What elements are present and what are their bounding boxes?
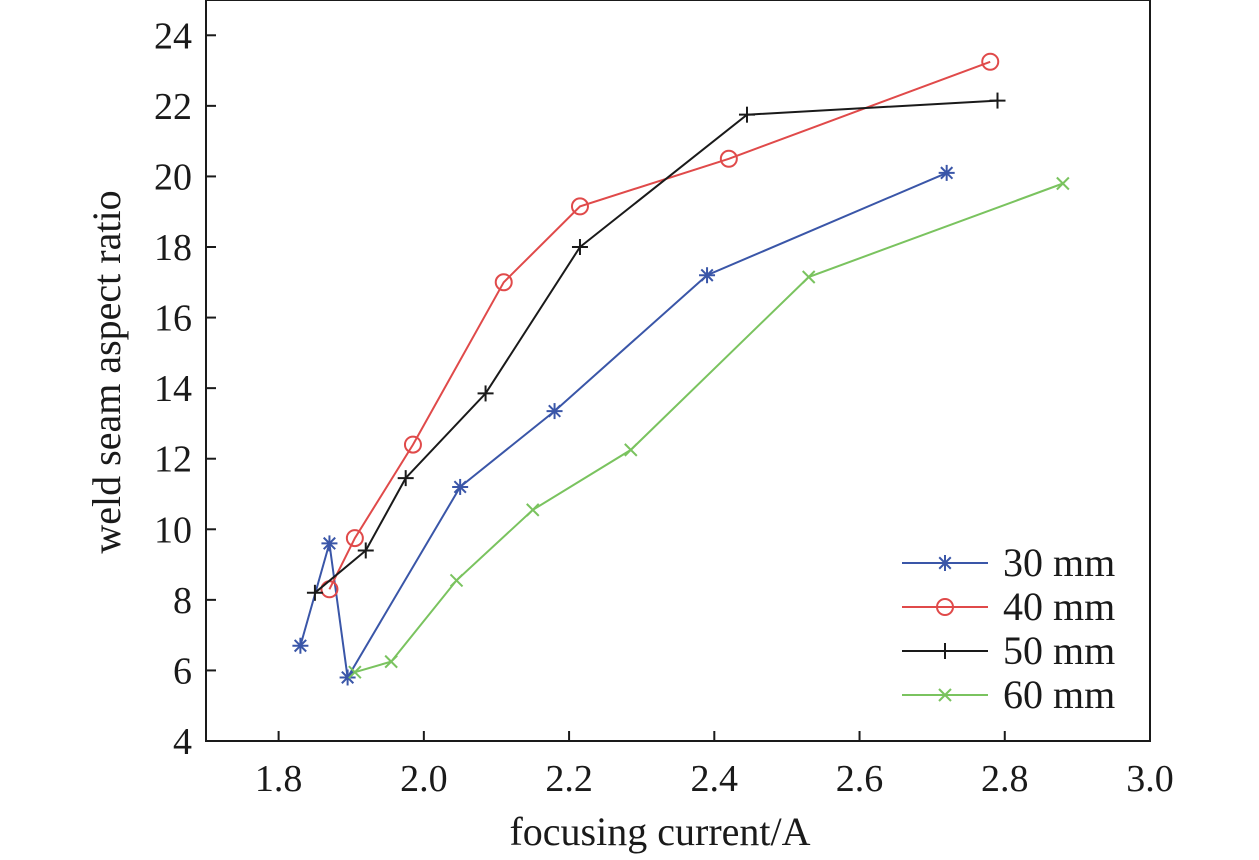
- data-point-marker: [384, 654, 398, 669]
- data-point-marker: [339, 669, 356, 686]
- y-tick-label: 14: [154, 368, 192, 410]
- data-point-marker: [345, 529, 364, 548]
- series-2: [320, 52, 1000, 599]
- y-axis-title: weld seam aspect ratio: [84, 190, 129, 553]
- data-point-marker: [570, 197, 589, 216]
- plot-area-frame: [205, 0, 1151, 742]
- series-4: [348, 176, 1070, 679]
- data-point-marker: [452, 478, 469, 495]
- data-point-marker: [989, 92, 1006, 109]
- legend-marker: [937, 555, 953, 571]
- y-axis-ticks: 4 6 8 10 12 14 16 18 20 22 24: [154, 15, 216, 763]
- y-tick-label: 16: [154, 298, 192, 340]
- data-point-marker: [802, 270, 816, 284]
- data-point-marker: [1056, 176, 1070, 191]
- data-point-marker: [981, 52, 1000, 71]
- legend-box-background: [890, 540, 1140, 722]
- series-1: [292, 164, 955, 686]
- x-tick-label: 2.8: [981, 758, 1029, 800]
- data-point-marker: [403, 435, 422, 454]
- y-tick-label: 18: [154, 227, 192, 269]
- series-layer: [292, 52, 1070, 686]
- y-tick-label: 12: [154, 439, 192, 481]
- series-line: [328, 60, 991, 590]
- legend-marker: [938, 688, 952, 702]
- y-tick-label: 22: [154, 86, 192, 128]
- series-3: [306, 92, 1006, 601]
- legend-item: 50 mm: [902, 628, 1115, 673]
- x-tick-label: 2.0: [400, 758, 448, 800]
- data-point-marker: [357, 542, 374, 559]
- data-point-marker: [449, 573, 464, 588]
- data-point-marker: [546, 403, 563, 420]
- x-tick-label: 2.4: [691, 758, 739, 800]
- y-tick-label: 6: [173, 650, 192, 692]
- data-point-marker: [321, 535, 338, 552]
- legend-label: 50 mm: [1003, 628, 1115, 673]
- series-line: [299, 171, 948, 681]
- x-tick-label: 3.0: [1126, 758, 1174, 800]
- legend-item: 30 mm: [902, 540, 1115, 585]
- data-point-marker: [699, 267, 716, 284]
- data-point-marker: [719, 149, 738, 168]
- x-axis-ticks: 1.8 2.0 2.2 2.4 2.6 2.8 3.0: [255, 731, 1174, 800]
- legend-marker: [937, 643, 953, 659]
- y-tick-label: 4: [173, 721, 192, 763]
- y-tick-label: 24: [154, 15, 192, 57]
- data-point-marker: [397, 470, 414, 487]
- legend-label: 60 mm: [1003, 672, 1115, 717]
- legend-label: 40 mm: [1003, 584, 1115, 629]
- x-tick-label: 2.2: [545, 758, 593, 800]
- data-point-marker: [624, 443, 638, 457]
- legend-marker: [936, 598, 954, 616]
- data-point-marker: [292, 637, 309, 654]
- data-point-marker: [738, 106, 755, 123]
- data-point-marker: [348, 665, 362, 679]
- y-tick-label: 8: [173, 580, 192, 622]
- legend-item: 40 mm: [902, 584, 1115, 629]
- x-tick-label: 1.8: [255, 758, 303, 800]
- x-axis-title: focusing current/A: [509, 809, 810, 854]
- data-point-marker: [938, 164, 955, 181]
- legend-item: 60 mm: [902, 672, 1115, 717]
- y-tick-label: 20: [154, 156, 192, 198]
- data-point-marker: [477, 385, 494, 402]
- legend-label: 30 mm: [1003, 540, 1115, 585]
- data-point-marker: [526, 503, 540, 517]
- y-tick-label: 10: [154, 509, 192, 551]
- data-point-marker: [571, 239, 588, 255]
- x-tick-label: 2.6: [836, 758, 884, 800]
- data-point-marker: [494, 273, 513, 292]
- data-point-marker: [306, 584, 323, 601]
- series-line: [314, 99, 998, 594]
